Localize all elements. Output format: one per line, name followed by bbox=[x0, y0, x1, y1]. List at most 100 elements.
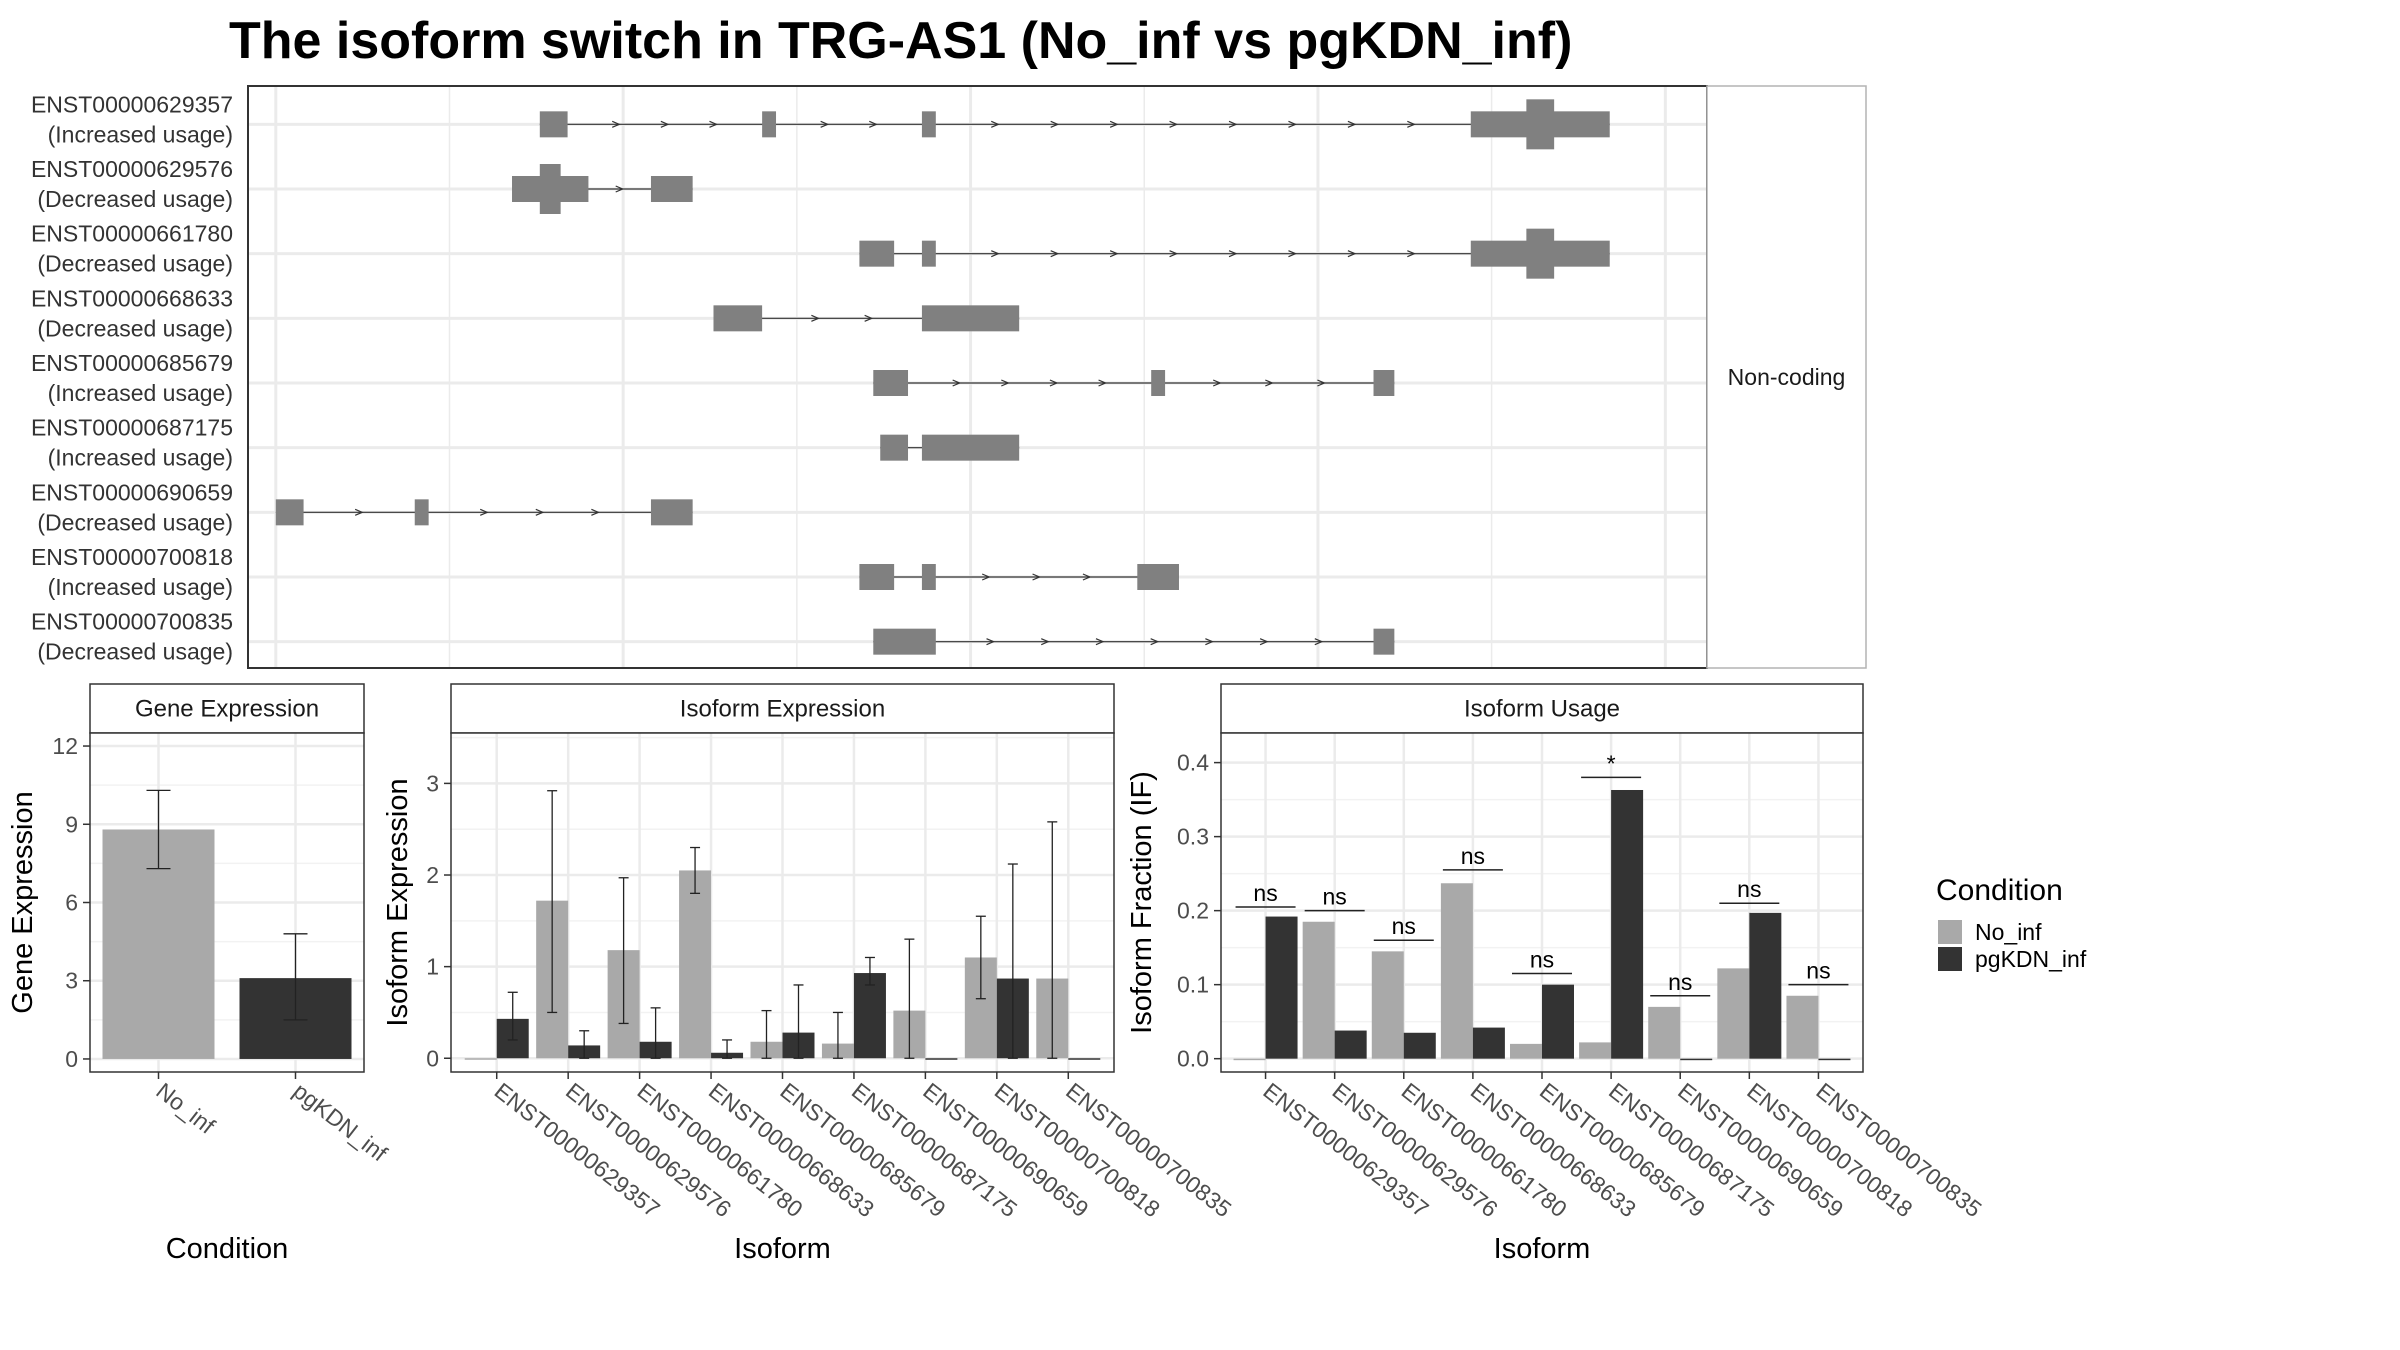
bar bbox=[1440, 883, 1473, 1059]
intron-arrow bbox=[709, 120, 719, 128]
isoform-label: ENST00000661780 bbox=[31, 221, 233, 247]
exon-block bbox=[859, 240, 895, 267]
bar bbox=[1403, 1032, 1436, 1059]
isoform-usage-label: (Decreased usage) bbox=[37, 509, 233, 535]
exon-block bbox=[275, 499, 304, 526]
panel-plot-border bbox=[450, 732, 1115, 1073]
exon-cds-block bbox=[1526, 99, 1555, 150]
panel-strip-title: Isoform Usage bbox=[1464, 696, 1620, 723]
x-axis-title: Isoform bbox=[734, 1233, 831, 1265]
intron-arrow bbox=[1032, 573, 1042, 581]
intron-arrow bbox=[869, 120, 878, 128]
exon-block bbox=[762, 111, 777, 138]
isoform-label: ENST00000685679 bbox=[31, 350, 233, 376]
isoform-usage-label: (Increased usage) bbox=[48, 445, 233, 471]
y-tick-label: 0 bbox=[426, 1045, 439, 1071]
isoform-usage-panel: Isoform Usage0.00.10.20.30.4nsENST000006… bbox=[1126, 683, 1987, 1265]
intron-arrow bbox=[1098, 379, 1108, 387]
significance-label: ns bbox=[1668, 969, 1692, 995]
panel-strip-title: Isoform Expression bbox=[680, 696, 885, 723]
isoform-usage-label: (Increased usage) bbox=[48, 380, 233, 406]
isoform-expression-panel: Isoform Expression0123ENST00000629357ENS… bbox=[382, 683, 1236, 1265]
y-tick-label: 1 bbox=[426, 954, 439, 980]
isoform-usage-label: (Increased usage) bbox=[48, 121, 233, 147]
bar bbox=[1510, 1043, 1542, 1059]
exon-block bbox=[880, 434, 909, 461]
bar bbox=[1611, 789, 1644, 1059]
isoform-usage-label: (Decreased usage) bbox=[37, 315, 233, 341]
exon-block bbox=[650, 176, 693, 202]
intron-arrow bbox=[1407, 120, 1416, 128]
exon-block bbox=[539, 111, 568, 138]
intron-arrow bbox=[820, 120, 830, 128]
intron-arrow bbox=[1265, 379, 1274, 387]
significance-label: ns bbox=[1392, 913, 1416, 939]
y-tick-label: 9 bbox=[65, 811, 78, 837]
bar bbox=[853, 973, 886, 1059]
intron-arrow bbox=[1205, 638, 1214, 646]
exon-block bbox=[921, 434, 1020, 461]
bar bbox=[1472, 1027, 1505, 1059]
isoform-label: ENST00000629576 bbox=[31, 156, 233, 182]
y-tick-label: 3 bbox=[426, 770, 439, 796]
intron-arrow bbox=[354, 508, 364, 516]
isoform-usage-label: (Increased usage) bbox=[48, 574, 233, 600]
intron-arrow bbox=[1082, 573, 1092, 581]
intron-arrow bbox=[1228, 120, 1238, 128]
panel-plot-border bbox=[1220, 732, 1864, 1073]
y-tick-label: 0 bbox=[65, 1046, 78, 1072]
intron-arrow bbox=[1259, 638, 1269, 646]
legend-key bbox=[1938, 947, 1962, 971]
bar bbox=[1068, 1058, 1101, 1060]
exon-block bbox=[1137, 564, 1179, 590]
exon-block bbox=[873, 628, 936, 655]
x-tick-label: No_inf bbox=[151, 1077, 220, 1139]
gene-expression-panel: Gene Expression 0 3 6 9 12 No_inf pgKDN_inf Gene… bbox=[7, 683, 393, 1265]
intron-arrow bbox=[811, 314, 820, 322]
figure-title: The isoform switch in TRG-AS1 (No_inf vs… bbox=[229, 12, 1572, 70]
y-axis-title: Isoform Fraction (IF) bbox=[1126, 771, 1158, 1034]
facet-strip-label: Non-coding bbox=[1728, 364, 1846, 390]
y-tick-label: 0.3 bbox=[1177, 824, 1209, 850]
bar bbox=[1717, 968, 1750, 1059]
isoform-label: ENST00000668633 bbox=[31, 285, 233, 311]
exon-block bbox=[650, 499, 693, 526]
significance-label: ns bbox=[1806, 958, 1830, 984]
significance-label: * bbox=[1607, 750, 1616, 776]
legend-label: No_inf bbox=[1975, 919, 2042, 945]
bar bbox=[1680, 1058, 1713, 1061]
intron-arrow bbox=[986, 638, 996, 646]
bar bbox=[1648, 1006, 1681, 1059]
x-axis-title: Isoform bbox=[1494, 1233, 1591, 1265]
legend-key bbox=[1938, 920, 1962, 944]
intron-arrow bbox=[1212, 379, 1222, 387]
intron-arrow bbox=[1169, 120, 1179, 128]
x-axis-title: Condition bbox=[166, 1233, 289, 1265]
bar bbox=[1334, 1030, 1367, 1059]
bar bbox=[1579, 1042, 1612, 1059]
y-axis-title: Gene Expression bbox=[7, 791, 39, 1013]
bar bbox=[1818, 1058, 1851, 1061]
intron-arrow bbox=[1001, 379, 1010, 387]
isoform-label: ENST00000700835 bbox=[31, 609, 233, 635]
intron-arrow bbox=[1347, 120, 1357, 128]
exon-block bbox=[921, 240, 936, 267]
exon-block bbox=[921, 111, 936, 138]
bar bbox=[1542, 984, 1574, 1059]
isoform-usage-label: (Decreased usage) bbox=[37, 186, 233, 212]
bar bbox=[925, 1058, 958, 1060]
isoform-usage-label: (Decreased usage) bbox=[37, 251, 233, 277]
intron-arrow bbox=[864, 314, 874, 322]
isoform-label: ENST00000700818 bbox=[31, 544, 233, 570]
y-tick-label: 0.0 bbox=[1177, 1046, 1209, 1072]
intron-arrow bbox=[952, 379, 962, 387]
isoform-structure-panel: ENST00000629357 (Increased usage) ENST0000… bbox=[31, 85, 1867, 669]
panel-strip-title: Gene Expression bbox=[135, 696, 319, 723]
legend-title: Condition bbox=[1936, 874, 2063, 907]
intron-arrow bbox=[611, 120, 621, 128]
intron-arrow bbox=[991, 250, 1000, 258]
exon-block bbox=[1151, 370, 1166, 396]
bar bbox=[1233, 1058, 1266, 1061]
y-tick-label: 2 bbox=[426, 862, 439, 888]
